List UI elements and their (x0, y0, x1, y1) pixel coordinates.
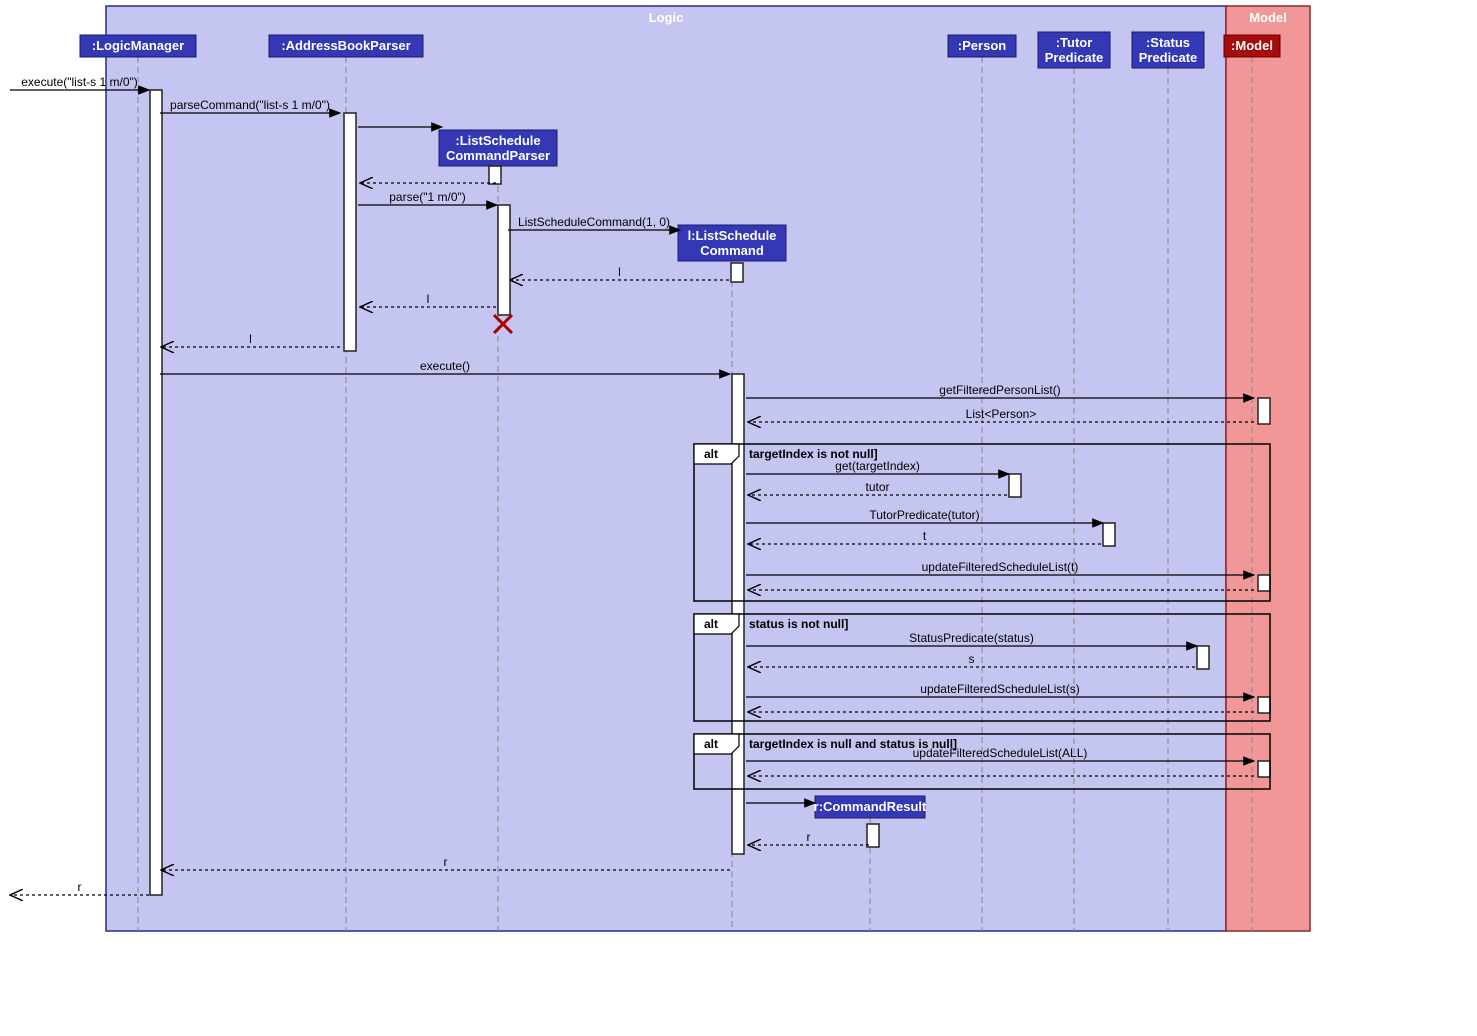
message-label: execute("list-s 1 m/0") (21, 75, 138, 89)
message-label: TutorPredicate(tutor) (869, 508, 979, 522)
message-label: l (249, 332, 252, 346)
message-label: List<Person> (966, 407, 1037, 421)
message-label: r (807, 830, 811, 844)
lifeline-label: r:CommandResult (814, 799, 927, 814)
message-label: r (444, 855, 448, 869)
activation-bar (1197, 646, 1209, 669)
message-label: execute() (420, 359, 470, 373)
frame (1226, 6, 1310, 931)
message-label: get(targetIndex) (835, 459, 920, 473)
message-label: r (78, 880, 82, 894)
alt-label: alt (704, 447, 718, 461)
lifeline-label: l:ListSchedule (688, 228, 777, 243)
frame-label: Logic (649, 10, 684, 25)
message-label: ListScheduleCommand(1, 0) (518, 215, 670, 229)
message-label: updateFilteredScheduleList(t) (922, 560, 1079, 574)
activation-bar (344, 113, 356, 351)
activation-bar (150, 90, 162, 895)
message-label: StatusPredicate(status) (909, 631, 1034, 645)
activation-bar (489, 166, 501, 184)
message-label: updateFilteredScheduleList(s) (920, 682, 1079, 696)
lifeline-label: :ListSchedule (455, 133, 540, 148)
sequence-diagram: Logic Model :LogicManager :AddressBookParse… (0, 0, 1477, 1036)
activation-bar (1258, 575, 1270, 591)
message-label: updateFilteredScheduleList(ALL) (913, 746, 1088, 760)
lifeline-label: Predicate (1045, 50, 1104, 65)
alt-label: alt (704, 617, 718, 631)
lifeline-label: Command (700, 243, 764, 258)
lifeline-label: :LogicManager (92, 38, 184, 53)
message-label: s (969, 652, 975, 666)
activation-bar (498, 205, 510, 315)
activation-bar (1103, 523, 1115, 546)
alt-condition: status is not null] (749, 617, 848, 631)
lifeline-label: Predicate (1139, 50, 1198, 65)
frame (106, 6, 1226, 931)
message-label: parseCommand("list-s 1 m/0") (170, 98, 330, 112)
activation-bar (1009, 474, 1021, 497)
activation-bar (867, 824, 879, 847)
lifeline-label: :Person (958, 38, 1006, 53)
lifeline-label: :Tutor (1056, 35, 1093, 50)
activation-bar (1258, 761, 1270, 777)
activation-bar (1258, 398, 1270, 424)
message-label: l (618, 265, 621, 279)
lifeline-label: :AddressBookParser (281, 38, 410, 53)
message-label: getFilteredPersonList() (939, 383, 1060, 397)
message-label: parse("1 m/0") (389, 190, 466, 204)
alt-label: alt (704, 737, 718, 751)
message-label: l (427, 292, 430, 306)
message-label: tutor (865, 480, 889, 494)
lifeline-label: :Status (1146, 35, 1190, 50)
lifeline-label: CommandParser (446, 148, 550, 163)
lifeline-label: :Model (1231, 38, 1273, 53)
activation-bar (731, 263, 743, 282)
activation-bar (1258, 697, 1270, 713)
frame-label: Model (1249, 10, 1287, 25)
